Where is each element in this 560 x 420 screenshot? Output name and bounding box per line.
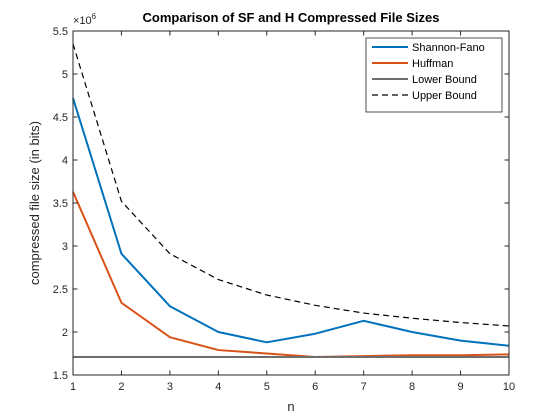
y-axis-ticks: 1.5 2 2.5 3 3.5 4 4.5 5 5.5 [53, 26, 509, 382]
x-tick-label: 2 [118, 381, 124, 393]
y-tick-label: 4.5 [53, 112, 68, 124]
y-tick-label: 2.5 [53, 284, 68, 296]
x-tick-label: 4 [215, 381, 221, 393]
x-tick-label: 3 [167, 381, 173, 393]
legend: Shannon-Fano Huffman Lower Bound Upper Boun… [365, 37, 503, 113]
x-axis-ticks: 1 2 3 4 5 6 7 8 9 10 [70, 31, 515, 393]
series-layer [72, 43, 510, 358]
y-tick-label: 3 [62, 241, 68, 253]
x-tick-label: 1 [70, 381, 76, 393]
y-tick-label: 1.5 [53, 370, 68, 382]
y-axis-label: compressed file size (in bits) [27, 121, 42, 285]
x-axis-label: n [287, 399, 294, 414]
legend-box [365, 37, 503, 113]
series-line-shannon-fano [72, 97, 510, 347]
x-tick-label: 8 [409, 381, 415, 393]
y-tick-label: 2 [62, 327, 68, 339]
legend-entry-label: Huffman [412, 58, 453, 70]
y-exponent-label: ×106 [73, 12, 97, 27]
y-tick-label: 5 [62, 69, 68, 81]
legend-entry-label: Upper Bound [412, 90, 477, 102]
x-tick-label: 9 [457, 381, 463, 393]
x-tick-label: 10 [503, 381, 515, 393]
series-line-upper-bound [72, 43, 510, 327]
x-tick-label: 7 [361, 381, 367, 393]
series-line-huffman [72, 191, 510, 358]
legend-entry-label: Lower Bound [412, 74, 477, 86]
x-tick-label: 5 [264, 381, 270, 393]
y-tick-label: 4 [62, 155, 68, 167]
x-tick-label: 6 [312, 381, 318, 393]
y-tick-label: 5.5 [53, 26, 68, 38]
legend-entry-label: Shannon-Fano [412, 42, 485, 54]
y-tick-label: 3.5 [53, 198, 68, 210]
chart-title: Comparison of SF and H Compressed File S… [143, 10, 440, 25]
